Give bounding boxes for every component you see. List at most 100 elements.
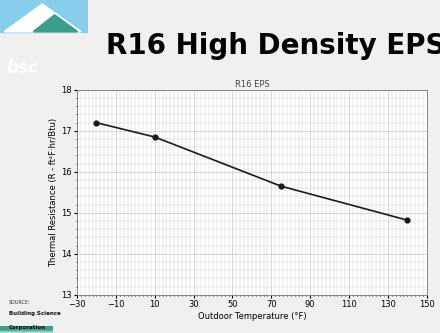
Bar (0, 329, 53, 333)
Bar (0, 326, 53, 330)
Bar (0, 329, 53, 332)
Bar (0, 329, 53, 333)
Bar (0, 327, 53, 331)
Bar (0, 329, 53, 332)
Bar (0, 328, 53, 331)
Bar (0, 328, 53, 331)
Bar (0, 328, 53, 331)
Bar (0, 329, 53, 332)
Bar (0, 327, 53, 330)
Bar (0, 330, 53, 333)
Bar (0, 328, 53, 331)
Text: bsc: bsc (6, 59, 38, 77)
Polygon shape (4, 4, 81, 32)
Bar (0, 328, 53, 331)
Bar (0, 329, 53, 332)
Bar (0, 329, 53, 333)
Bar (0, 328, 53, 331)
Bar (0, 330, 53, 333)
Bar (0, 328, 53, 332)
Bar (0, 328, 53, 331)
Bar (0, 327, 53, 330)
Bar (0, 327, 53, 330)
Bar (0, 328, 53, 331)
Bar (0, 328, 53, 332)
Bar (0, 330, 53, 333)
Point (93, 120, 100, 125)
Bar (0, 328, 53, 331)
Bar (0, 327, 53, 330)
Bar (0, 328, 53, 331)
Bar (0, 328, 53, 331)
Text: R16 High Density EPS: R16 High Density EPS (106, 32, 440, 60)
Text: Corporation: Corporation (9, 325, 46, 330)
Bar (0, 329, 53, 332)
Bar (0, 328, 53, 331)
Bar (0, 327, 53, 330)
Bar (0, 329, 53, 333)
Bar (0, 328, 53, 331)
Bar (0, 328, 53, 331)
Bar (0, 330, 53, 333)
Bar (0, 328, 53, 332)
Y-axis label: Thermal Resistance (R - ft²F·hr/Btu): Thermal Resistance (R - ft²F·hr/Btu) (49, 118, 58, 267)
Polygon shape (0, 0, 88, 32)
Bar (0, 327, 53, 330)
Bar (0, 327, 53, 331)
Bar (0, 327, 53, 331)
Bar (0, 327, 53, 331)
Bar (0, 329, 53, 333)
Bar (0, 327, 53, 330)
Point (404, 217, 411, 223)
Bar (0, 328, 53, 331)
Bar (0, 327, 53, 330)
Bar (0, 328, 53, 332)
Bar (0, 327, 53, 331)
Bar (0, 329, 53, 332)
Point (278, 183, 285, 189)
Bar (0, 328, 53, 332)
Bar (0, 327, 53, 330)
Bar (0, 329, 53, 332)
Bar (0, 329, 53, 332)
Bar (0, 329, 53, 333)
Bar (0, 327, 53, 331)
Bar (0, 326, 53, 330)
Bar (0, 327, 53, 330)
Bar (0, 327, 53, 330)
Bar (0, 329, 53, 332)
Bar (0, 329, 53, 333)
Bar (0, 327, 53, 331)
Text: SOURCE:: SOURCE: (9, 300, 30, 305)
Bar (0, 329, 53, 332)
Bar (0, 328, 53, 331)
Bar (0, 328, 53, 331)
Bar (0, 330, 53, 333)
Bar (0, 328, 53, 332)
Bar (0, 327, 53, 330)
Bar (0, 326, 53, 330)
Bar (0, 326, 53, 330)
Polygon shape (4, 4, 81, 32)
Polygon shape (33, 15, 77, 32)
Bar (0, 327, 53, 330)
Bar (0, 328, 53, 332)
Bar (0, 329, 53, 332)
X-axis label: Outdoor Temperature (°F): Outdoor Temperature (°F) (198, 312, 306, 321)
Bar (0, 328, 53, 332)
Bar (0, 328, 53, 331)
Bar (0, 329, 53, 332)
Bar (0, 329, 53, 332)
Bar (0, 329, 53, 332)
Bar (0, 328, 53, 332)
Bar (0, 327, 53, 330)
Bar (0, 329, 53, 332)
Bar (0, 328, 53, 331)
Bar (0, 328, 53, 332)
Bar (0, 327, 53, 330)
Bar (0, 327, 53, 331)
Bar (0, 327, 53, 330)
Title: R16 EPS: R16 EPS (235, 80, 269, 89)
Bar (0, 329, 53, 333)
Bar (0, 327, 53, 331)
